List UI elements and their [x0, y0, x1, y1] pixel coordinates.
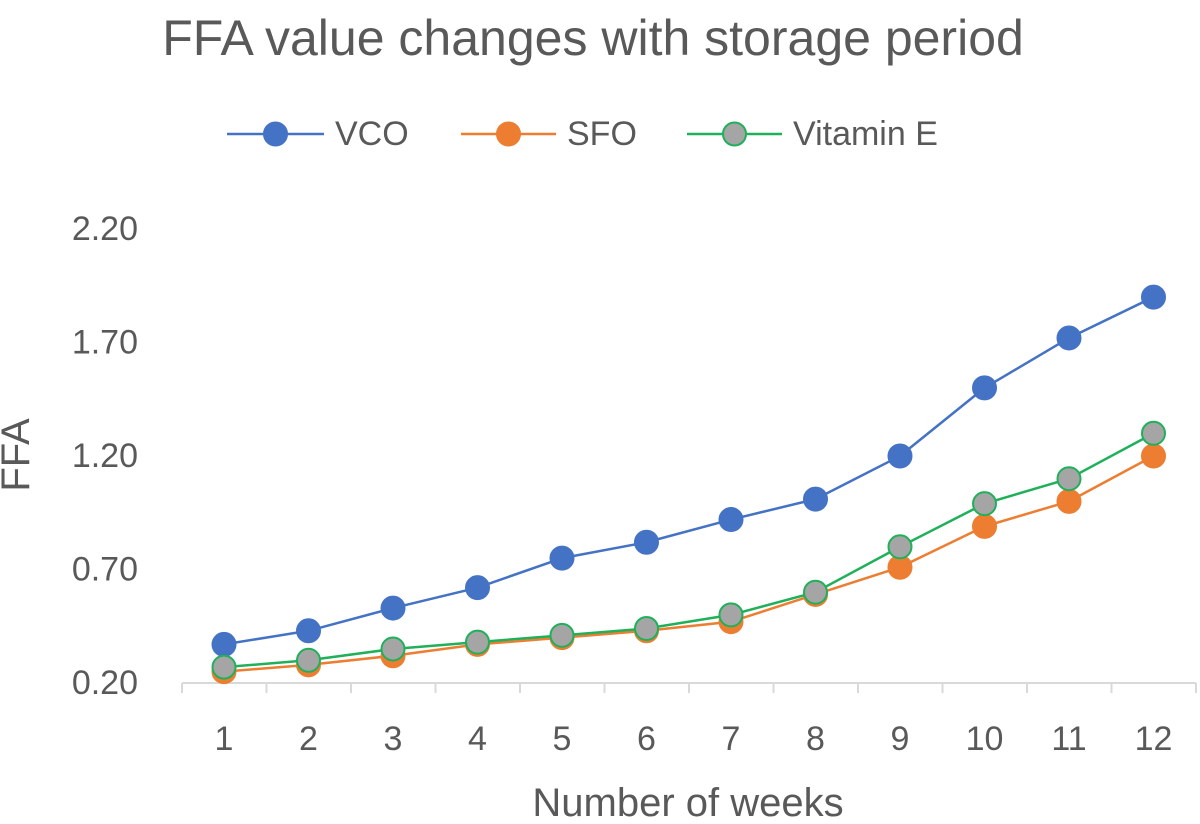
series-line [223, 454, 1155, 673]
x-tick-label: 1 [215, 720, 234, 758]
data-point [972, 513, 997, 539]
data-point [887, 534, 913, 560]
legend-marker [496, 121, 521, 147]
data-point [634, 529, 659, 555]
y-tick-label: 0.20 [72, 664, 138, 702]
data-point [972, 375, 997, 401]
series-vitamin-e [211, 420, 1166, 680]
x-axis-label: Number of weeks [532, 781, 843, 824]
series-line [223, 295, 1155, 646]
series-vco [211, 284, 1166, 657]
legend-marker [263, 121, 288, 147]
legend: VCO SFO Vitamin E [227, 115, 938, 153]
series-layer [211, 284, 1166, 685]
data-point [296, 647, 321, 673]
data-point [1056, 466, 1082, 492]
x-tick-label: 9 [891, 720, 910, 758]
y-axis-label: FFA [0, 418, 38, 492]
x-tick-label: 11 [1051, 720, 1086, 758]
data-point [549, 622, 575, 648]
data-point [1056, 488, 1082, 514]
data-point [380, 636, 406, 662]
x-tick-label: 4 [468, 720, 487, 758]
data-point [1141, 420, 1166, 446]
series-line [223, 432, 1155, 669]
data-point [1141, 284, 1166, 310]
data-point [465, 575, 490, 601]
x-tick-label: 3 [384, 720, 403, 758]
data-point [465, 629, 490, 655]
data-point [718, 602, 744, 628]
y-tick-label: 0.70 [72, 551, 138, 589]
legend-label: SFO [567, 115, 637, 153]
data-point [549, 545, 575, 571]
x-tick-label: 6 [637, 720, 656, 758]
x-tick-label: 7 [722, 720, 741, 758]
legend-marker [722, 121, 747, 147]
x-tick-label: 8 [806, 720, 825, 758]
data-point [803, 486, 828, 512]
legend-item-sfo: SFO [461, 115, 637, 153]
x-tick-label: 2 [299, 720, 318, 758]
y-tick-label: 1.70 [72, 324, 138, 362]
data-point [296, 618, 321, 644]
x-tick-label: 5 [553, 720, 572, 758]
data-point [634, 616, 659, 642]
data-point [718, 507, 744, 533]
data-point [972, 491, 997, 517]
data-point [211, 631, 237, 657]
legend-label: VCO [335, 115, 409, 153]
y-tick-label: 1.20 [72, 437, 138, 475]
axes: 1 2 3 4 5 6 7 8 9 10 11 120.200.701.201.702.20 [72, 210, 1197, 758]
x-tick-label: 10 [966, 720, 1004, 758]
legend-label: Vitamin E [793, 115, 938, 153]
data-point [887, 443, 913, 469]
x-tick-label: 12 [1135, 720, 1173, 758]
data-point [1141, 443, 1166, 469]
data-point [803, 579, 828, 605]
data-point [211, 654, 237, 680]
data-point [380, 595, 406, 621]
legend-item-vitamin-e: Vitamin E [687, 115, 938, 153]
data-point [1056, 325, 1082, 351]
y-tick-label: 2.20 [72, 210, 138, 248]
chart-title: FFA value changes with storage period [162, 10, 1024, 66]
series-sfo [211, 443, 1166, 685]
legend-item-vco: VCO [227, 115, 409, 153]
